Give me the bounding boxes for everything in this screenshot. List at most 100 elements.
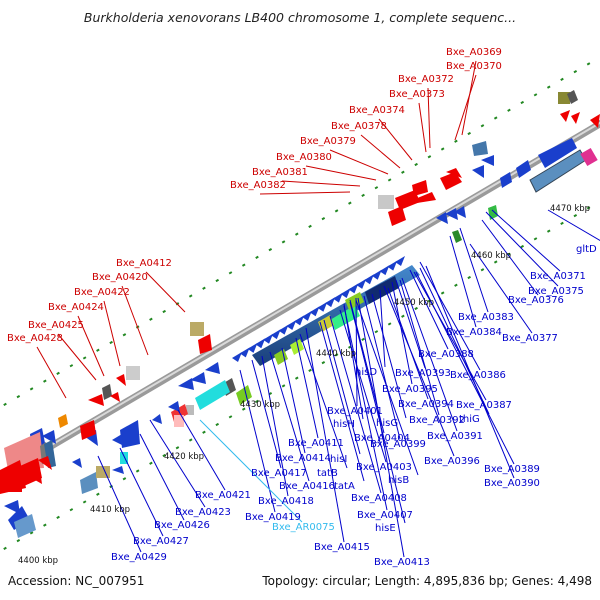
leader-line (383, 285, 455, 457)
gene-label[interactable]: Bxe_A0403 (356, 462, 412, 473)
gene-label[interactable]: Bxe_A0429 (111, 552, 167, 563)
gene-label[interactable]: Bxe_A0416 (279, 481, 335, 492)
gene-label[interactable]: Bxe_A0394 (398, 399, 454, 410)
gene-label[interactable]: Bxe_A0391 (427, 431, 483, 442)
ruler-tick (321, 217, 326, 221)
gene-label[interactable]: Bxe_A0424 (48, 302, 104, 313)
gene-label[interactable]: Bxe_A0381 (252, 167, 308, 178)
ruler-tick (493, 260, 498, 264)
gene-label[interactable]: Bxe_A0426 (154, 520, 210, 531)
gene-label[interactable]: Bxe_A0370 (446, 61, 502, 72)
gene-label[interactable]: Bxe_A0425 (28, 320, 84, 331)
gene-label[interactable]: Bxe_A0396 (424, 456, 480, 467)
gene-label[interactable]: hisE (375, 523, 396, 534)
gene-label[interactable]: Bxe_A0383 (458, 312, 514, 323)
gene-label[interactable]: Bxe_A0373 (389, 89, 445, 100)
ruler-tick (586, 62, 591, 66)
ruler-tick (427, 155, 432, 159)
leader-line (409, 269, 449, 350)
ruler-tick (414, 306, 418, 311)
ruler-tick (308, 368, 312, 372)
leader-line (57, 333, 97, 381)
gene-label[interactable]: Bxe_A0404 (354, 433, 410, 444)
gene-label[interactable]: Bxe_A0399 (370, 439, 426, 450)
leader-line (449, 235, 477, 328)
ruler-tick (122, 333, 127, 337)
gene-label[interactable]: Bxe_A0417 (251, 468, 307, 479)
gene-label[interactable]: hisH (333, 419, 355, 430)
gene-label[interactable]: Bxe_A0421 (195, 490, 251, 501)
gene-label[interactable]: Bxe_A0371 (530, 271, 586, 282)
gene-label[interactable]: Bxe_A0414 (275, 453, 331, 464)
gene-label[interactable]: Bxe_A0395 (382, 384, 438, 395)
gene-label[interactable]: tatA (334, 481, 355, 492)
gene-label[interactable]: Bxe_A0388 (418, 349, 474, 360)
leader-line (391, 281, 413, 385)
leader-line (77, 315, 105, 377)
ruler-tick (454, 283, 458, 287)
gene-label[interactable]: Bxe_A0413 (374, 557, 430, 568)
gene-label[interactable]: hisD (355, 367, 377, 378)
gene-label[interactable]: Bxe_AR0075 (272, 522, 335, 533)
leader-line (349, 301, 406, 524)
gene-label[interactable]: Bxe_A0387 (456, 400, 512, 411)
gene-label[interactable]: Bxe_A0408 (351, 493, 407, 504)
ruler-tick (69, 364, 74, 368)
gene-label[interactable]: Bxe_A0420 (92, 272, 148, 283)
gene-label[interactable]: Bxe_A0411 (288, 438, 344, 449)
leader-lines (36, 60, 600, 558)
gene-label[interactable]: Bxe_A0382 (230, 180, 286, 191)
ruler-tick (454, 139, 458, 143)
gene-label[interactable]: Bxe_A0390 (484, 478, 540, 489)
gene-label[interactable]: Bxe_A0428 (7, 333, 63, 344)
ruler-tick (533, 93, 538, 97)
gene-label[interactable]: Bxe_A0386 (450, 370, 506, 381)
gene-label[interactable]: Bxe_A0372 (398, 74, 454, 85)
leader-line (355, 297, 358, 407)
gene-label[interactable]: Bxe_A0378 (331, 121, 387, 132)
gene-label[interactable]: hisI (330, 454, 347, 465)
gene-label[interactable]: thiG (459, 414, 480, 425)
leader-line (199, 419, 303, 523)
ruler-tick (533, 237, 538, 241)
gene-label[interactable]: Bxe_A0407 (357, 510, 413, 521)
gene-label[interactable]: Bxe_A0427 (133, 536, 189, 547)
gene-label[interactable]: Bxe_A0418 (258, 496, 314, 507)
ruler-tick (560, 221, 564, 225)
gene-label[interactable]: hisB (388, 475, 409, 486)
ruler-tick (440, 291, 445, 295)
leader-line (259, 191, 351, 195)
gene-label[interactable]: Bxe_A0415 (314, 542, 370, 553)
gene-label[interactable]: Bxe_A0374 (349, 105, 405, 116)
gene-label[interactable]: Bxe_A0375 (528, 286, 584, 297)
gene-label[interactable]: gltD (576, 244, 597, 255)
ruler-tick (16, 539, 21, 543)
leader-line (418, 102, 427, 153)
gene-label[interactable]: Bxe_A0419 (245, 512, 301, 523)
leader-line (469, 243, 533, 334)
ruler-tick (387, 322, 392, 326)
ruler-tick (215, 278, 220, 283)
gene-label[interactable]: Bxe_A0392 (409, 415, 465, 426)
ruler-tick (255, 399, 259, 403)
gene-label[interactable]: Bxe_A0384 (446, 327, 502, 338)
gene-label[interactable]: Bxe_A0393 (395, 368, 451, 379)
gene-label[interactable]: Bxe_A0389 (484, 464, 540, 475)
gene-label[interactable]: tatB (317, 468, 338, 479)
leader-line (425, 265, 515, 479)
gene-label[interactable]: Bxe_A0377 (502, 333, 558, 344)
gene-label[interactable]: Bxe_A0380 (276, 152, 332, 163)
gene-label[interactable]: Bxe_A0422 (74, 287, 130, 298)
gene-label[interactable]: Bxe_A0412 (116, 258, 172, 269)
gene-label[interactable]: hisG (376, 418, 398, 429)
leader-line (299, 333, 348, 469)
kbp-label: 4400 kbp (18, 556, 58, 566)
gene-label[interactable]: Bxe_A0376 (508, 295, 564, 306)
gene-label[interactable]: Bxe_A0369 (446, 47, 502, 58)
gene-label[interactable]: Bxe_A0379 (300, 136, 356, 147)
leader-line (139, 433, 185, 521)
leader-line (379, 289, 386, 368)
gene-label[interactable]: Bxe_A0423 (175, 507, 231, 518)
gene-label[interactable]: Bxe_A0401 (327, 406, 383, 417)
